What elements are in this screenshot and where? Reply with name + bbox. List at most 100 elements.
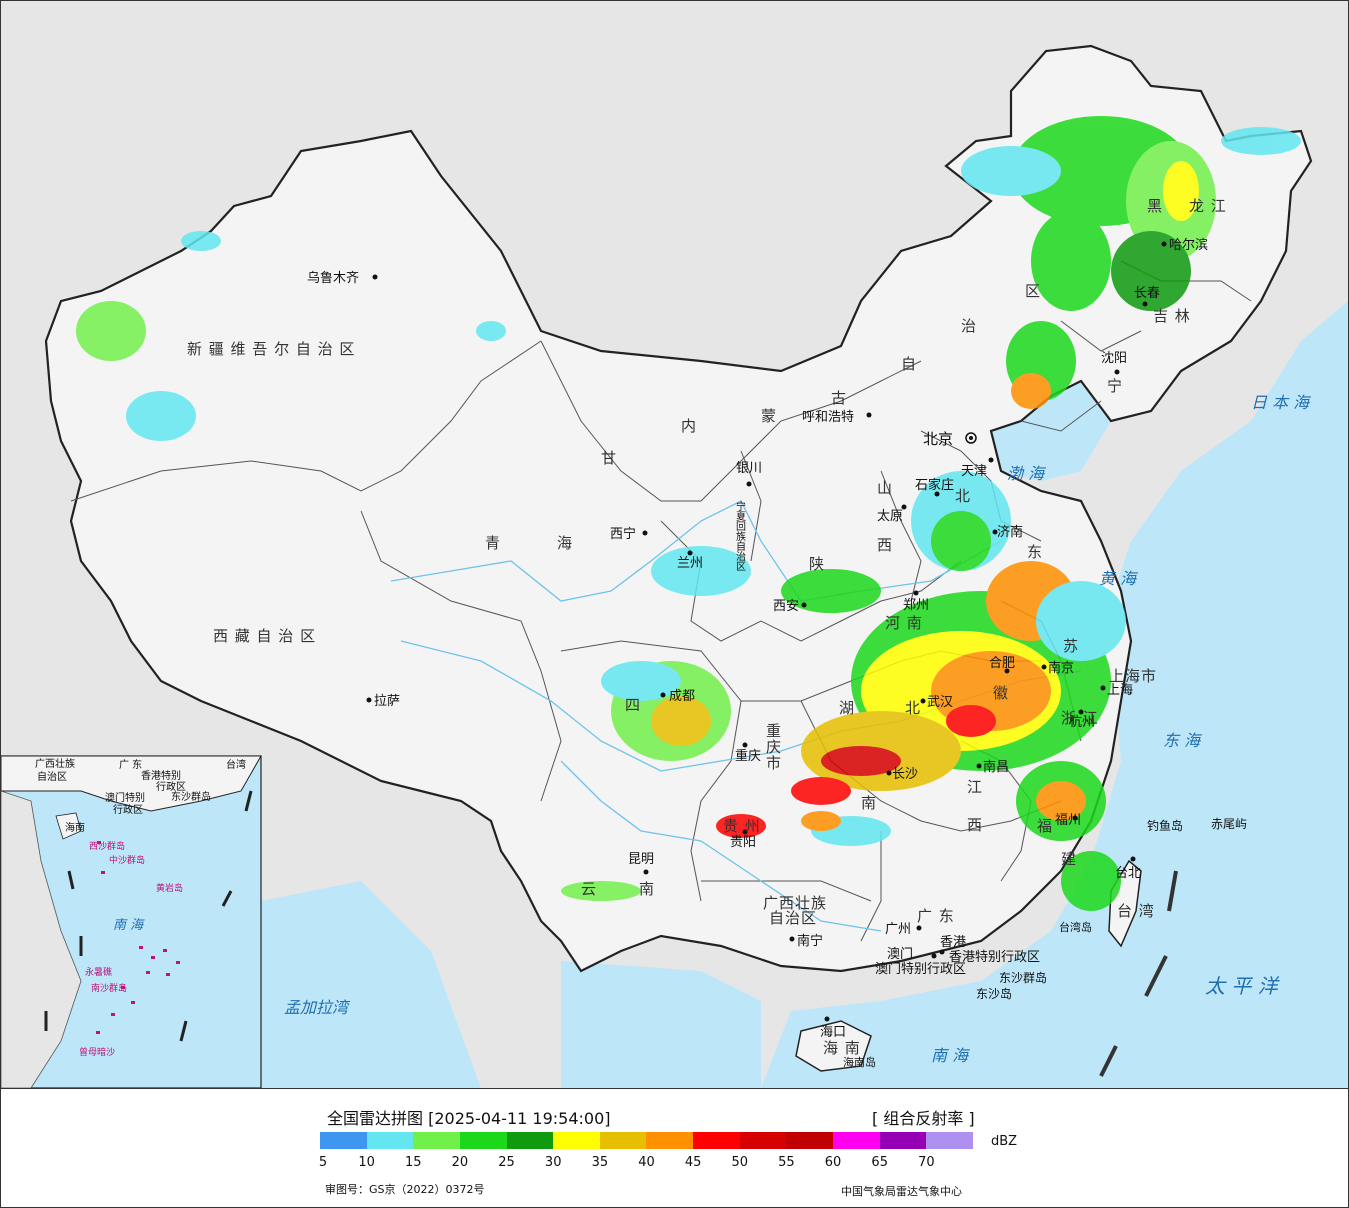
sea-label: 黄 海 bbox=[1099, 569, 1138, 588]
region-label: 西 bbox=[967, 816, 983, 834]
region-label: 广西壮族 bbox=[763, 894, 827, 912]
city-labels: 乌鲁木齐 拉萨 西宁 兰州 银川 呼和浩特 北京 天津 石家庄 太原 济南 郑州… bbox=[307, 237, 1208, 1040]
city-label: 武汉 bbox=[927, 695, 953, 710]
city-label: 兰州 bbox=[677, 556, 703, 571]
city-label: 天津 bbox=[961, 464, 987, 479]
region-label: 福 bbox=[1037, 817, 1053, 835]
city-label: 南昌 bbox=[983, 759, 1009, 775]
region-label: 古 bbox=[831, 389, 847, 407]
color-swatch bbox=[646, 1132, 694, 1149]
region-label: 重庆市 bbox=[764, 723, 782, 771]
scale-tick-label: 5 bbox=[318, 1155, 328, 1170]
inset-label: 西沙群岛 bbox=[89, 840, 125, 852]
inset-label: 自治区 bbox=[37, 770, 67, 783]
city-label: 南宁 bbox=[797, 933, 823, 949]
region-label: 澳门特别行政区 bbox=[875, 961, 966, 977]
china-radar-map: 乌鲁木齐 拉萨 西宁 兰州 银川 呼和浩特 北京 天津 石家庄 太原 济南 郑州… bbox=[1, 1, 1348, 1088]
region-label: 自 bbox=[901, 355, 917, 373]
inset-label: 广西壮族 bbox=[35, 757, 75, 770]
product-type: [ 组合反射率 ] bbox=[872, 1109, 975, 1128]
map-title: 全国雷达拼图 [2025-04-11 19:54:00] bbox=[327, 1109, 611, 1128]
city-label: 福州 bbox=[1055, 813, 1081, 828]
color-swatch bbox=[459, 1132, 507, 1149]
region-label: 浙 江 bbox=[1061, 709, 1099, 727]
city-label: 石家庄 bbox=[915, 477, 954, 493]
region-label: 治 bbox=[961, 317, 977, 335]
city-label: 台北 bbox=[1115, 866, 1141, 881]
city-label: 杭州 bbox=[1069, 715, 1095, 730]
sea-label: 南 海 bbox=[931, 1046, 970, 1065]
color-swatch bbox=[366, 1132, 414, 1149]
scale-tick-label: 60 bbox=[824, 1155, 842, 1170]
scale-tick-label: 30 bbox=[544, 1155, 562, 1170]
city-label: 沈阳 bbox=[1101, 351, 1127, 366]
region-label: 贵 州 bbox=[723, 817, 761, 835]
region-label: 东沙群岛 bbox=[999, 970, 1047, 985]
radar-echoes bbox=[76, 116, 1301, 911]
city-label: 拉萨 bbox=[374, 694, 400, 709]
region-label: 宁 bbox=[1107, 377, 1123, 395]
region-label: 北 bbox=[905, 699, 921, 717]
city-label: 北京 bbox=[923, 430, 953, 448]
city-label: 西宁 bbox=[610, 526, 636, 542]
city-label: 银川 bbox=[736, 461, 762, 476]
approval-number: 审图号：GS京（2022）0372号 bbox=[325, 1183, 485, 1196]
sea-label: 渤 海 bbox=[1007, 464, 1046, 483]
city-label: 上海 bbox=[1107, 683, 1133, 698]
scale-tick-label: 25 bbox=[498, 1155, 515, 1170]
region-label: 宁夏回族自治区 bbox=[734, 500, 746, 571]
region-label: 徽 bbox=[993, 684, 1009, 702]
hainan-island bbox=[795, 1020, 872, 1072]
color-swatch bbox=[879, 1132, 927, 1149]
legend-panel: 全国雷达拼图 [2025-04-11 19:54:00] [ 组合反射率 ] d… bbox=[1, 1088, 1348, 1207]
color-swatch bbox=[413, 1132, 460, 1149]
inset-label: 行政区 bbox=[113, 803, 143, 816]
region-label: 湖 bbox=[839, 699, 855, 717]
inset-label: 澳门特别 bbox=[105, 791, 145, 804]
city-label: 昆明 bbox=[628, 852, 654, 867]
region-label: 青 bbox=[485, 534, 501, 552]
color-scale bbox=[320, 1132, 973, 1149]
scale-tick-label: 10 bbox=[358, 1155, 375, 1170]
inset-label: 广 东 bbox=[119, 758, 142, 771]
region-label: 山 bbox=[877, 479, 893, 497]
city-label: 太原 bbox=[877, 509, 903, 524]
inset-label: 黄岩岛 bbox=[156, 882, 183, 894]
region-label: 新 疆 维 吾 尔 自 治 区 bbox=[187, 340, 355, 358]
sea-area bbox=[1111, 521, 1201, 641]
sea-label: 东 海 bbox=[1163, 731, 1202, 750]
unit-label: dBZ bbox=[991, 1134, 1018, 1149]
region-label: 东 bbox=[1027, 543, 1043, 561]
scale-tick-label: 35 bbox=[591, 1155, 609, 1170]
inset-label: 南沙群岛 bbox=[91, 982, 127, 994]
sea-labels: 日 本 海 渤 海 黄 海 东 海 太 平 洋 南 海 孟加拉湾 bbox=[284, 393, 1311, 1065]
city-label: 西安 bbox=[773, 599, 799, 614]
city-label: 南京 bbox=[1048, 660, 1074, 676]
sea-label: 日 本 海 bbox=[1251, 393, 1311, 412]
region-label: 黑 bbox=[1147, 197, 1163, 215]
inset-label: 永暑礁 bbox=[85, 966, 112, 978]
sea-area bbox=[761, 301, 1348, 1088]
region-label: 东沙岛 bbox=[976, 986, 1012, 1001]
region-label: 南 bbox=[639, 880, 655, 898]
color-swatch bbox=[320, 1132, 367, 1149]
region-label: 海 南 bbox=[823, 1039, 861, 1057]
city-label: 贵阳 bbox=[730, 835, 756, 850]
region-label: 上海市 bbox=[1109, 667, 1157, 685]
inset-label: 香港特别 bbox=[141, 770, 181, 782]
city-label: 乌鲁木齐 bbox=[307, 270, 359, 286]
sea-area bbox=[561, 961, 761, 1088]
region-label: 钓鱼岛 bbox=[1147, 818, 1183, 833]
sea-label: 孟加拉湾 bbox=[284, 998, 351, 1017]
city-label: 哈尔滨 bbox=[1169, 237, 1208, 253]
city-markers bbox=[366, 241, 1167, 1022]
agency-name: 中国气象局雷达气象中心 bbox=[841, 1185, 962, 1198]
region-label: 内 bbox=[681, 417, 697, 435]
sea-area bbox=[991, 381, 1111, 481]
scale-tick-label: 45 bbox=[684, 1155, 702, 1170]
scale-tick-label: 70 bbox=[918, 1155, 935, 1170]
color-swatch bbox=[833, 1132, 880, 1149]
color-swatch bbox=[786, 1132, 834, 1149]
scale-tick-label: 50 bbox=[731, 1155, 749, 1170]
region-labels: 新 疆 维 吾 尔 自 治 区 西 藏 自 治 区 青 海 甘 内 蒙 古 自 … bbox=[187, 197, 1247, 1069]
